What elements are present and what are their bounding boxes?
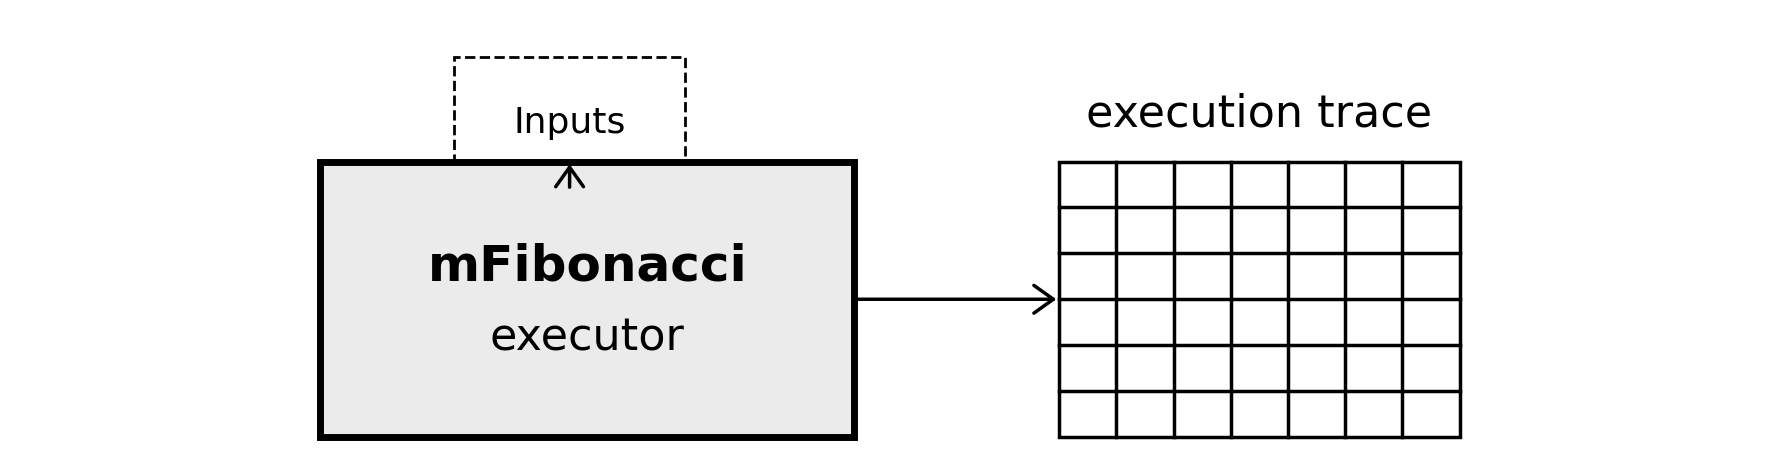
FancyArrowPatch shape (858, 285, 1054, 313)
Text: mFibonacci: mFibonacci (427, 242, 748, 290)
Text: executor: executor (490, 316, 685, 359)
FancyBboxPatch shape (1059, 162, 1460, 437)
FancyArrowPatch shape (555, 167, 584, 187)
Text: execution trace: execution trace (1086, 93, 1433, 135)
FancyBboxPatch shape (320, 162, 854, 437)
Text: Inputs: Inputs (513, 106, 627, 141)
FancyBboxPatch shape (454, 57, 685, 190)
